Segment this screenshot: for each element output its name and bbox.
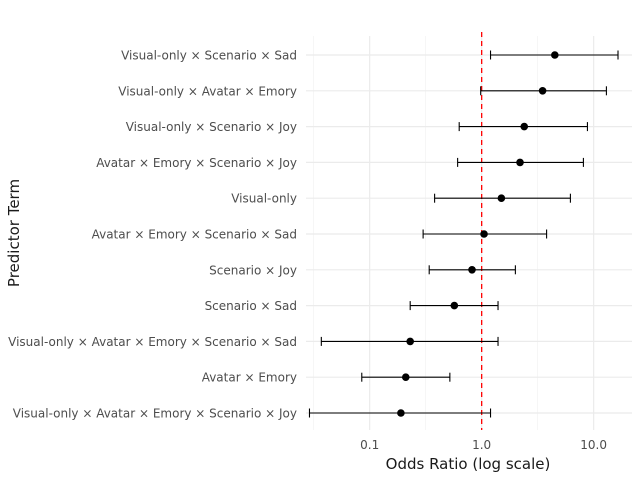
x-tick-label: 1.0 <box>472 438 491 452</box>
y-tick-label: Visual-only × Scenario × Sad <box>121 49 297 63</box>
estimate-point <box>516 158 524 167</box>
y-axis-title: Predictor Term <box>5 179 23 287</box>
x-axis-title: Odds Ratio (log scale) <box>386 455 551 473</box>
estimate-point <box>397 409 405 417</box>
major-gridlines <box>306 36 632 430</box>
estimate-point <box>468 266 476 274</box>
y-tick-label: Visual-only × Avatar × Emory × Scenario … <box>13 407 297 421</box>
y-tick-labels: Visual-only × Scenario × Sad Visual-only … <box>8 49 297 421</box>
estimate-point <box>480 230 488 238</box>
estimate-point <box>450 301 459 310</box>
x-tick-label: 0.1 <box>360 438 379 452</box>
y-tick-label: Scenario × Sad <box>205 299 297 313</box>
y-tick-label: Visual-only × Avatar × Emory <box>118 84 297 98</box>
estimate-point <box>406 337 414 346</box>
estimate-point <box>538 87 547 95</box>
y-tick-label: Avatar × Emory <box>202 371 297 385</box>
y-tick-label: Visual-only × Avatar × Emory × Scenario … <box>8 335 297 349</box>
minor-gridlines <box>313 36 539 430</box>
estimate-point <box>551 51 559 59</box>
estimate-point <box>520 122 529 131</box>
x-tick-label: 10.0 <box>580 438 607 452</box>
x-tick-labels: 0.1 1.0 10.0 <box>360 438 607 452</box>
y-tick-label: Scenario × Joy <box>209 263 297 277</box>
y-tick-label: Avatar × Emory × Scenario × Joy <box>96 156 297 170</box>
estimate-point <box>497 194 506 202</box>
estimate-point <box>401 373 410 382</box>
y-tick-label: Avatar × Emory × Scenario × Sad <box>92 228 297 242</box>
y-tick-label: Visual-only × Scenario × Joy <box>126 120 297 134</box>
estimate-points <box>397 51 559 417</box>
y-tick-label: Visual-only <box>231 192 297 206</box>
